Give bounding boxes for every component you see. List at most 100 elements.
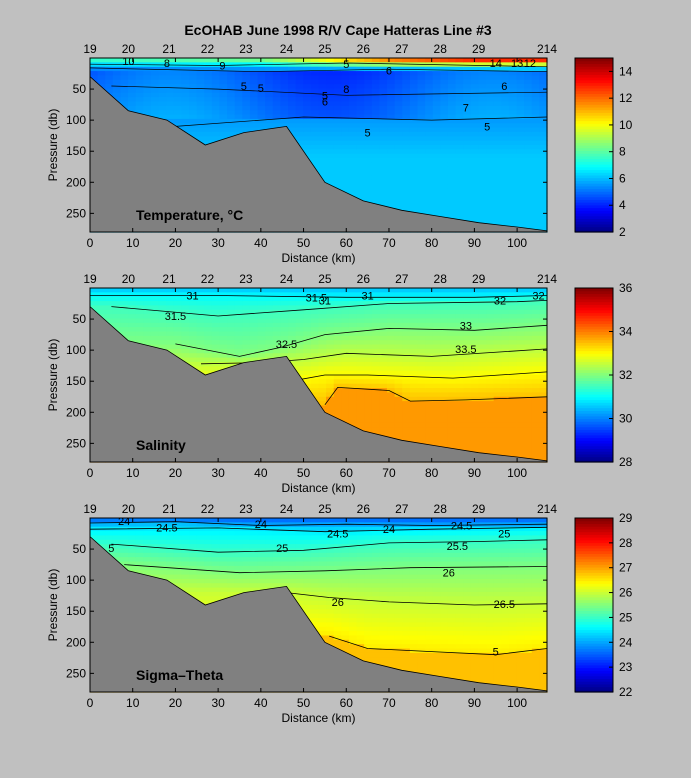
panel2-field-cell — [295, 331, 304, 337]
panel2-field-cell — [364, 370, 373, 376]
panel1-field-cell — [181, 97, 190, 103]
panel1-field-cell — [90, 58, 99, 63]
panel1-field-cell — [189, 92, 198, 98]
panel2-field-cell — [364, 414, 373, 420]
panel1-field-cell — [371, 88, 381, 94]
panel1-field-cell — [371, 75, 381, 81]
panel2-field-cell — [341, 392, 350, 398]
panel2-field-cell — [371, 379, 381, 385]
panel2-field-cell — [379, 340, 388, 346]
panel1-field-cell — [173, 114, 182, 120]
panel2-field-cell — [516, 370, 525, 376]
panel1-contour-label: 5 — [258, 83, 264, 95]
panel2-field-cell — [135, 322, 144, 328]
panel1-field-cell — [356, 192, 365, 198]
panel2-field-cell — [455, 370, 464, 376]
panel1-field-cell — [470, 140, 480, 146]
panel2-field-cell — [516, 322, 525, 328]
panel1-field-cell — [189, 84, 198, 90]
panel2-field-cell — [181, 318, 190, 324]
panel2-field-cell — [364, 388, 373, 393]
panel2-field-cell — [387, 431, 396, 437]
panel2-field-cell — [242, 335, 251, 341]
panel1-field-cell — [326, 123, 335, 129]
panel2-field-cell — [272, 292, 282, 298]
panel2-field-cell — [478, 409, 487, 415]
panel1-field-cell — [249, 123, 259, 129]
panel2-field-cell — [356, 344, 365, 350]
panel1-field-cell — [463, 158, 472, 163]
panel1-field-cell — [387, 201, 396, 207]
panel1-field-cell — [242, 66, 251, 72]
panel1-field-cell — [288, 110, 297, 116]
panel2-field-cell — [90, 288, 99, 293]
panel1-field-cell — [478, 84, 487, 90]
panel1-field-cell — [387, 140, 396, 146]
panel1-field-cell — [387, 123, 396, 129]
panel2-field-cell — [326, 370, 335, 376]
panel1-field-cell — [516, 118, 525, 124]
panel2-field-cell — [478, 370, 487, 376]
panel1-field-cell — [470, 71, 480, 76]
panel2-field-cell — [143, 322, 152, 328]
panel1-field-cell — [364, 197, 373, 203]
panel2-field-cell — [227, 331, 236, 337]
panel2-field-cell — [219, 340, 228, 346]
panel2-field-cell — [333, 322, 342, 328]
panel1-field-cell — [440, 184, 449, 190]
panel1-field-cell — [341, 136, 350, 142]
panel1-field-cell — [425, 184, 434, 190]
panel2-field-cell — [387, 409, 396, 415]
panel2-field-cell — [387, 340, 396, 346]
panel1-field-cell — [143, 92, 152, 98]
panel2-field-cell — [394, 366, 403, 372]
panel1-field-cell — [348, 171, 358, 177]
panel1-field-cell — [143, 105, 152, 111]
panel2-field-cell — [447, 331, 457, 337]
panel1-field-cell — [204, 127, 213, 133]
panel1-field-cell — [409, 184, 419, 190]
panel1-field-cell — [379, 84, 388, 90]
panel1-field-cell — [234, 101, 243, 107]
panel1-field-cell — [409, 175, 419, 181]
panel2-field-cell — [326, 348, 335, 354]
panel1-field-cell — [204, 75, 213, 81]
panel1-field-cell — [432, 92, 441, 98]
panel2-field-cell — [486, 292, 495, 298]
panel2-field-cell — [318, 340, 327, 346]
panel2-field-cell — [196, 292, 205, 298]
panel2-field-cell — [524, 448, 533, 454]
panel2-field-cell — [447, 292, 457, 298]
panel1-colorbar-segment — [575, 145, 613, 149]
panel2-field-cell — [539, 388, 548, 393]
panel1-field-cell — [348, 153, 358, 159]
panel2-field-cell — [440, 305, 449, 311]
panel2-field-cell — [219, 361, 228, 367]
panel1-field-cell — [440, 140, 449, 146]
panel1-field-cell — [486, 140, 495, 146]
panel1-field-cell — [242, 114, 251, 120]
panel1-field-cell — [189, 114, 198, 120]
panel2-field-cell — [280, 318, 289, 324]
panel1-field-cell — [394, 192, 403, 198]
panel2-field-cell — [333, 331, 342, 337]
panel2-field-cell — [310, 335, 320, 341]
panel1-field-cell — [539, 205, 548, 211]
panel2-field-cell — [173, 288, 182, 293]
panel2-field-cell — [249, 322, 259, 328]
panel1-colorbar-segment — [575, 96, 613, 100]
panel2-field-cell — [97, 301, 106, 306]
panel1-field-cell — [463, 192, 472, 198]
panel2-field-cell — [486, 322, 495, 328]
panel2-field-cell — [524, 296, 533, 302]
panel2-field-cell — [455, 357, 464, 363]
panel2-field-cell — [204, 370, 213, 376]
panel1-field-cell — [379, 62, 388, 68]
panel2-field-cell — [348, 309, 358, 315]
panel1-field-cell — [463, 131, 472, 137]
panel1-contour-label: 5 — [343, 59, 349, 71]
panel1-field-cell — [417, 127, 426, 133]
panel1-field-cell — [524, 188, 533, 194]
panel1-field-cell — [470, 218, 480, 224]
panel1-field-cell — [371, 58, 381, 63]
